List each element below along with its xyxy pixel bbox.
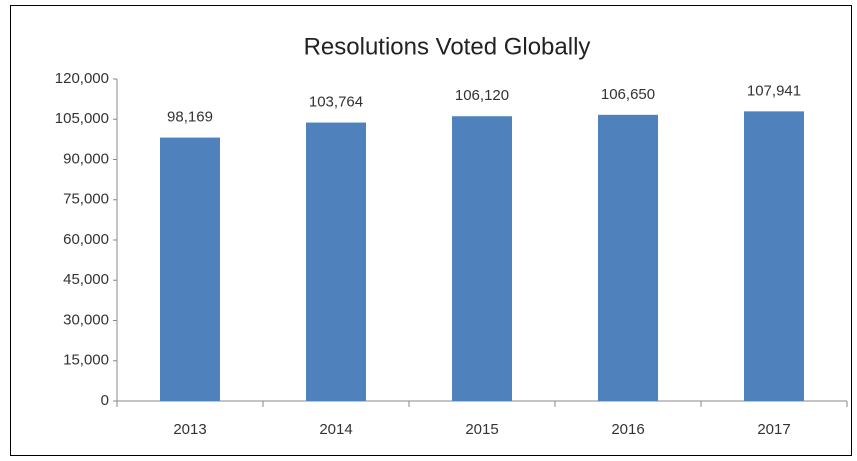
chart-title: Resolutions Voted Globally <box>304 33 591 60</box>
y-tick-label: 15,000 <box>63 352 109 369</box>
y-tick-label: 45,000 <box>63 271 109 288</box>
x-tick-label: 2013 <box>173 421 206 438</box>
y-tick-label: 90,000 <box>63 150 109 167</box>
x-tick-label: 2017 <box>757 421 790 438</box>
x-tick-label: 2014 <box>319 421 352 438</box>
data-label: 107,941 <box>747 82 801 99</box>
data-label: 106,120 <box>455 87 509 104</box>
chart-frame <box>10 5 852 456</box>
y-tick-label: 0 <box>101 392 109 409</box>
data-label: 103,764 <box>309 94 363 111</box>
bar <box>598 114 658 401</box>
x-tick-label: 2016 <box>611 421 644 438</box>
data-label: 98,169 <box>167 109 213 126</box>
bar <box>452 116 512 402</box>
bar <box>160 137 220 402</box>
x-tick-label: 2015 <box>465 421 498 438</box>
y-tick-label: 120,000 <box>55 70 109 87</box>
y-tick-label: 105,000 <box>55 110 109 127</box>
bar <box>744 111 804 402</box>
bar <box>306 122 366 402</box>
y-tick-label: 30,000 <box>63 311 109 328</box>
data-label: 106,650 <box>601 86 655 103</box>
y-tick-label: 60,000 <box>63 231 109 248</box>
y-tick-label: 75,000 <box>63 191 109 208</box>
